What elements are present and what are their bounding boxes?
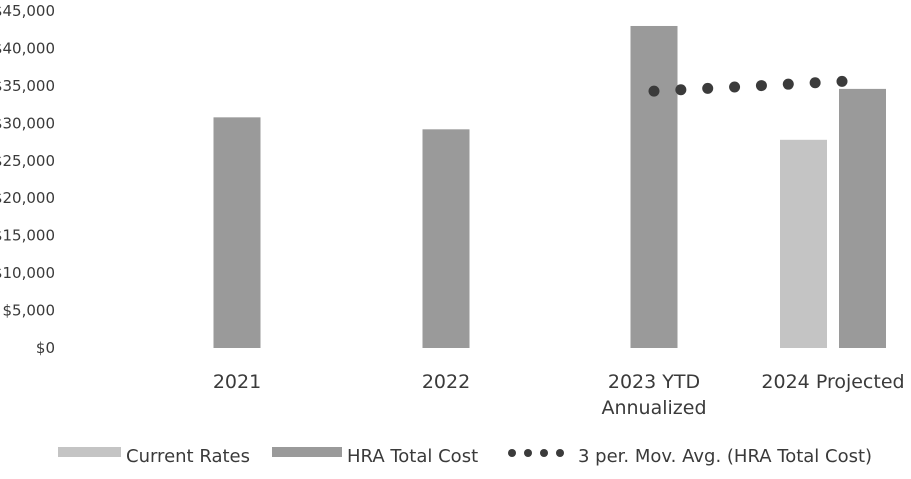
y-tick-label: $15,000 — [0, 227, 55, 245]
y-tick-label: $10,000 — [0, 264, 55, 282]
moving-average-point — [648, 85, 660, 97]
x-tick-label: 2022 — [422, 371, 470, 393]
y-tick-label: $45,000 — [0, 2, 55, 20]
x-tick-label: 2024 Projected — [761, 371, 904, 393]
y-tick-label: $20,000 — [0, 189, 55, 207]
legend-label-hra-total-cost: HRA Total Cost — [347, 446, 478, 467]
moving-average-point — [755, 80, 767, 92]
bars — [213, 25, 886, 348]
moving-average-point — [836, 75, 848, 87]
moving-average-point — [809, 77, 821, 89]
y-tick-label: $5,000 — [3, 302, 56, 320]
legend-dot — [508, 449, 516, 457]
y-tick-label: $30,000 — [0, 114, 55, 132]
moving-average-trendline — [648, 75, 848, 97]
bar-hra-total-cost — [630, 25, 678, 348]
bar-hra-total-cost — [422, 129, 470, 348]
x-axis-ticks: 2021 2022 2023 YTD Annualized 2024 Projected — [213, 371, 905, 419]
legend-label-current-rates: Current Rates — [126, 446, 250, 467]
bar-current-rates — [780, 139, 827, 348]
y-tick-label: $25,000 — [0, 152, 55, 170]
moving-average-point — [702, 82, 714, 94]
y-tick-label: $40,000 — [0, 39, 55, 57]
y-axis-ticks: $0 $5,000 $10,000 $15,000 $20,000 $25,000 $30,… — [0, 2, 55, 357]
bar-hra-total-cost — [213, 117, 261, 348]
legend-swatch-current-rates — [58, 447, 121, 457]
legend-dot — [540, 449, 548, 457]
moving-average-point — [675, 84, 687, 96]
legend-dot — [556, 449, 564, 457]
legend-label-moving-average: 3 per. Mov. Avg. (HRA Total Cost) — [578, 446, 872, 467]
moving-average-point — [729, 81, 741, 93]
x-tick-label: 2021 — [213, 371, 261, 393]
moving-average-point — [782, 78, 794, 90]
legend-dot — [524, 449, 532, 457]
y-tick-label: $0 — [36, 339, 55, 357]
y-tick-label: $35,000 — [0, 77, 55, 95]
legend: Current Rates HRA Total Cost 3 per. Mov. A… — [58, 446, 872, 467]
legend-swatch-hra-total-cost — [272, 447, 342, 457]
x-tick-label: 2023 YTD Annualized — [601, 371, 706, 419]
bar-hra-total-cost — [839, 88, 886, 348]
legend-swatch-moving-average — [508, 449, 564, 457]
